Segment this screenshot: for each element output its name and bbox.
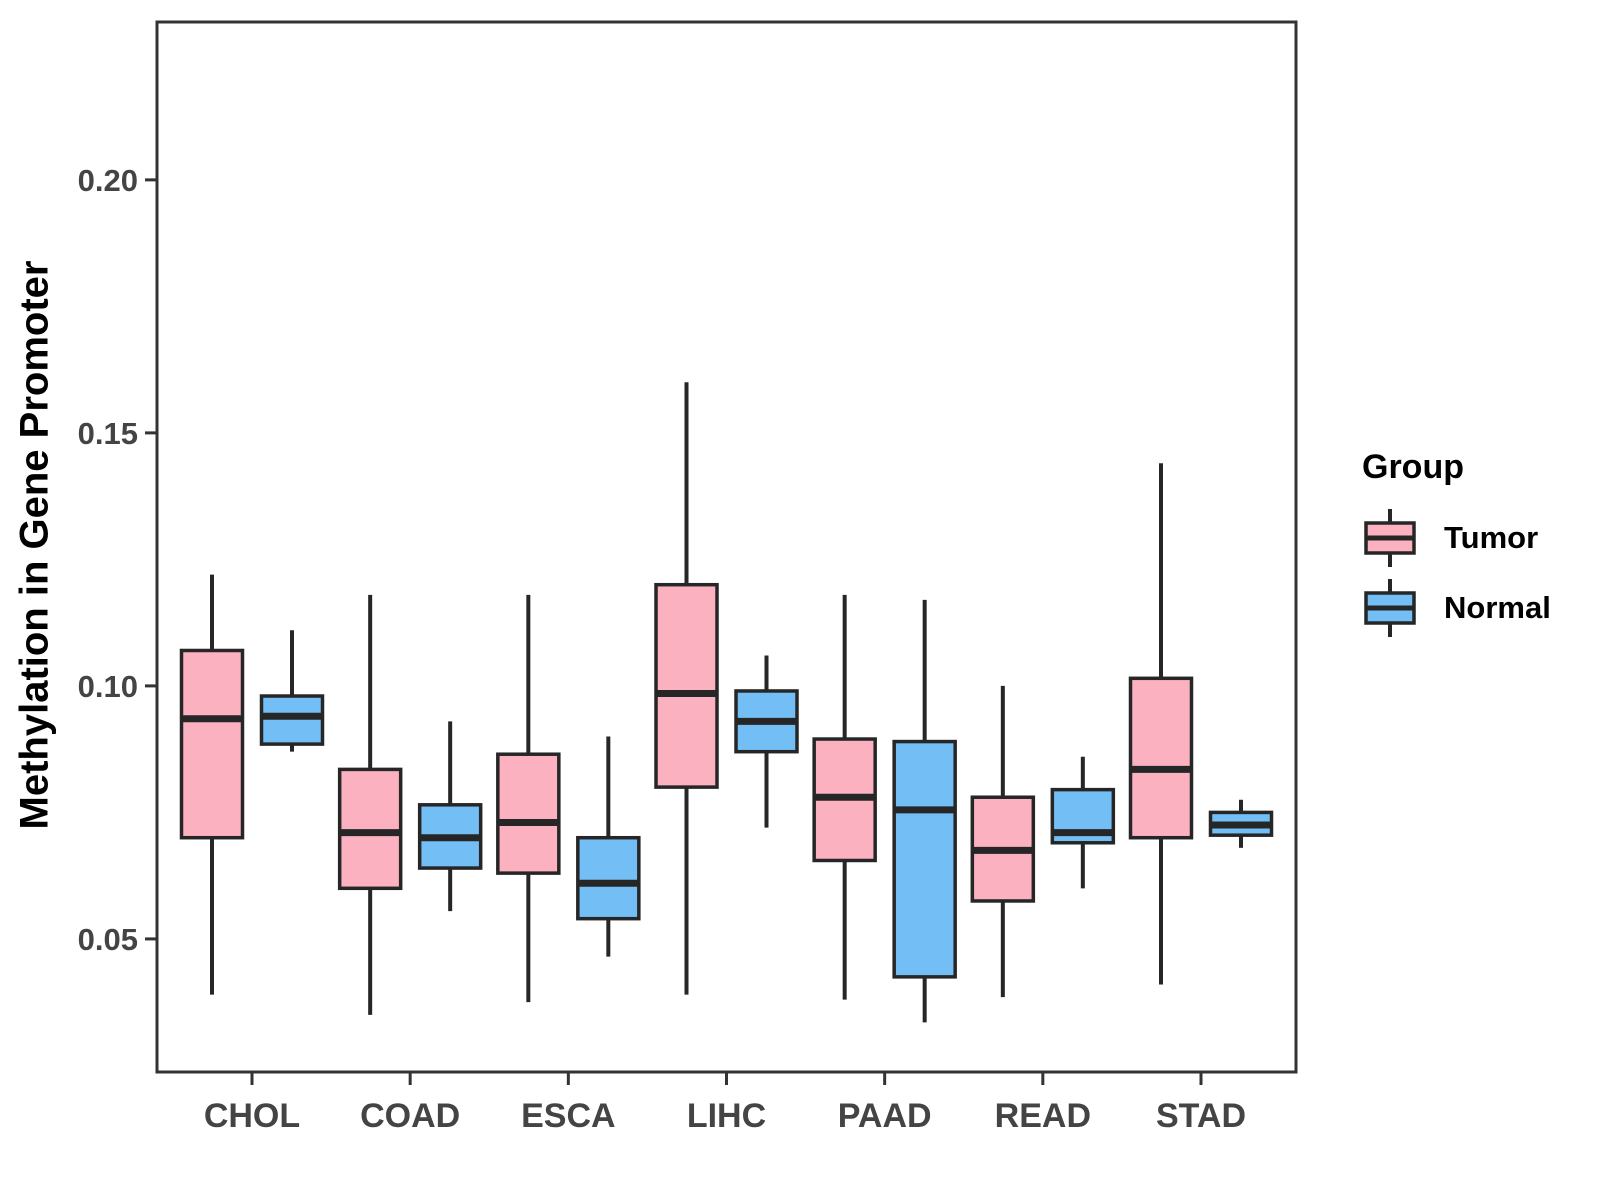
legend: Group Tumor Normal — [1362, 448, 1551, 643]
x-tick-label: LIHC — [687, 1097, 766, 1135]
box-PAAD-Tumor — [812, 594, 877, 1000]
legend-entry-normal: Normal — [1362, 573, 1551, 643]
x-tick-label: COAD — [360, 1097, 460, 1135]
legend-title: Group — [1362, 448, 1464, 486]
box-LIHC-Normal — [734, 655, 799, 828]
box-CHOL-Tumor — [179, 574, 245, 995]
legend-label-tumor: Tumor — [1444, 520, 1539, 555]
box-LIHC-Tumor — [654, 382, 719, 995]
box-COAD-Tumor — [337, 594, 403, 1015]
boxplot-key-normal-icon — [1364, 579, 1416, 637]
x-tick-label: READ — [995, 1097, 1091, 1135]
x-tick-label: STAD — [1156, 1097, 1246, 1135]
y-tick-label: 0.10 — [78, 669, 138, 704]
box-ESCA-Normal — [576, 736, 641, 957]
y-tick-label: 0.15 — [78, 416, 138, 451]
panel-border — [155, 20, 1298, 1074]
box-ESCA-Tumor — [496, 594, 561, 1003]
y-tick-label: 0.05 — [78, 922, 138, 957]
box-STAD-Tumor — [1128, 463, 1194, 985]
box-STAD-Normal — [1208, 799, 1274, 848]
x-tick-label: PAAD — [838, 1097, 932, 1135]
box-COAD-Normal — [417, 721, 483, 912]
box-CHOL-Normal — [259, 630, 325, 752]
y-axis-title: Methylation in Gene Promoter — [12, 260, 57, 830]
box-READ-Tumor — [970, 685, 1036, 998]
y-tick-label: 0.20 — [78, 163, 138, 198]
x-tick-label: CHOL — [204, 1097, 300, 1135]
x-tick-label: ESCA — [521, 1097, 615, 1135]
legend-entry-tumor: Tumor — [1362, 503, 1551, 573]
box-READ-Normal — [1050, 756, 1116, 889]
boxplot-key-tumor-icon — [1364, 509, 1416, 567]
legend-label-normal: Normal — [1444, 590, 1551, 625]
box-PAAD-Normal — [892, 599, 957, 1023]
